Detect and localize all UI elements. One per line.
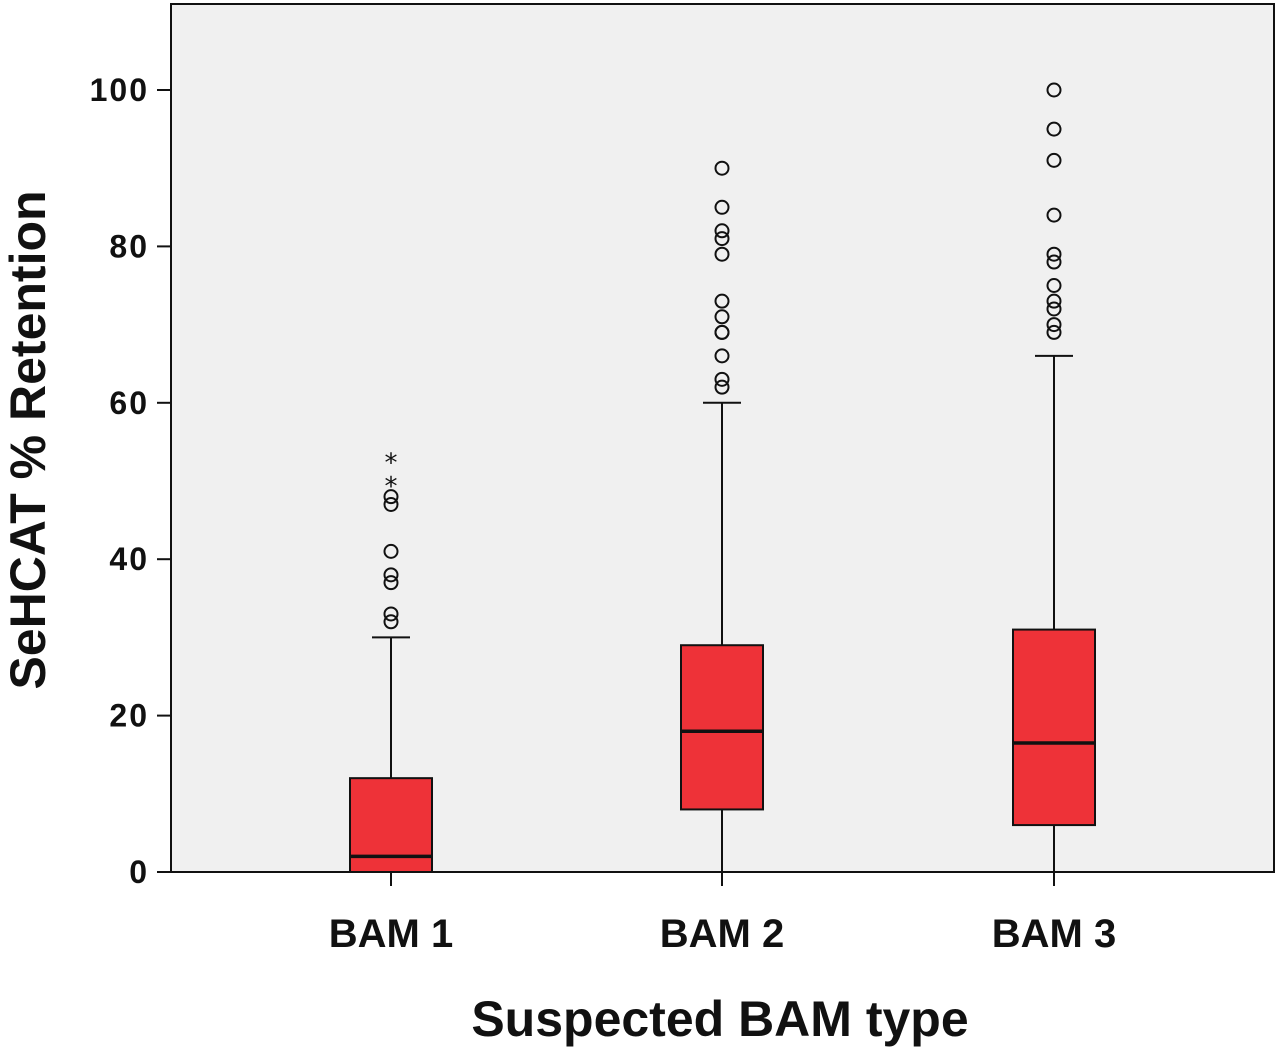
outlier-point — [383, 614, 399, 630]
outlier-point — [714, 223, 730, 239]
extreme-point: * — [385, 472, 398, 502]
outlier-point — [714, 231, 730, 247]
outlier-point — [1046, 152, 1062, 168]
extreme-point: * — [385, 449, 398, 479]
outlier-point — [383, 567, 399, 583]
box-iqr — [1012, 628, 1096, 827]
outlier-point — [383, 489, 399, 505]
outlier-point — [714, 309, 730, 325]
y-tick-label: 100 — [90, 72, 149, 108]
outlier-point — [714, 324, 730, 340]
outlier-point — [714, 379, 730, 395]
x-tick-label: BAM 3 — [992, 912, 1116, 956]
y-tick-label: 0 — [129, 854, 149, 890]
y-tick-label: 80 — [109, 228, 149, 264]
outlier-point — [383, 606, 399, 622]
outlier-point — [714, 371, 730, 387]
outlier-point — [383, 496, 399, 512]
box-3 — [1012, 82, 1096, 872]
outlier-point — [383, 543, 399, 559]
outlier-point — [1046, 254, 1062, 270]
outlier-point — [1046, 324, 1062, 340]
x-tick-label: BAM 1 — [329, 912, 453, 956]
y-tick-label: 60 — [109, 385, 149, 421]
outlier-point — [714, 293, 730, 309]
x-axis-title: Suspected BAM type — [471, 991, 968, 1047]
outlier-point — [383, 575, 399, 591]
boxes-layer: ** — [349, 82, 1096, 873]
outlier-point — [1046, 278, 1062, 293]
outlier-point — [1046, 121, 1062, 137]
outlier-point — [1046, 207, 1062, 223]
y-tick-label: 40 — [109, 541, 149, 577]
x-axis: BAM 1 BAM 2 BAM 3 — [329, 872, 1116, 956]
box-iqr — [680, 644, 764, 811]
outlier-point — [714, 160, 730, 176]
outlier-point — [1046, 317, 1062, 333]
x-tick-label: BAM 2 — [660, 912, 784, 956]
outlier-point — [1046, 301, 1062, 317]
outlier-point — [714, 348, 730, 364]
outlier-point — [714, 246, 730, 262]
box-1: ** — [349, 449, 433, 873]
y-tick-label: 20 — [109, 698, 149, 734]
y-axis: 0 20 40 60 80 100 — [90, 72, 171, 890]
box-2 — [680, 160, 764, 872]
y-axis-title: SeHCAT % Retention — [0, 190, 56, 689]
outlier-point — [1046, 246, 1062, 262]
outlier-point — [1046, 293, 1062, 309]
outlier-point — [1046, 82, 1062, 98]
outlier-point — [714, 199, 730, 215]
